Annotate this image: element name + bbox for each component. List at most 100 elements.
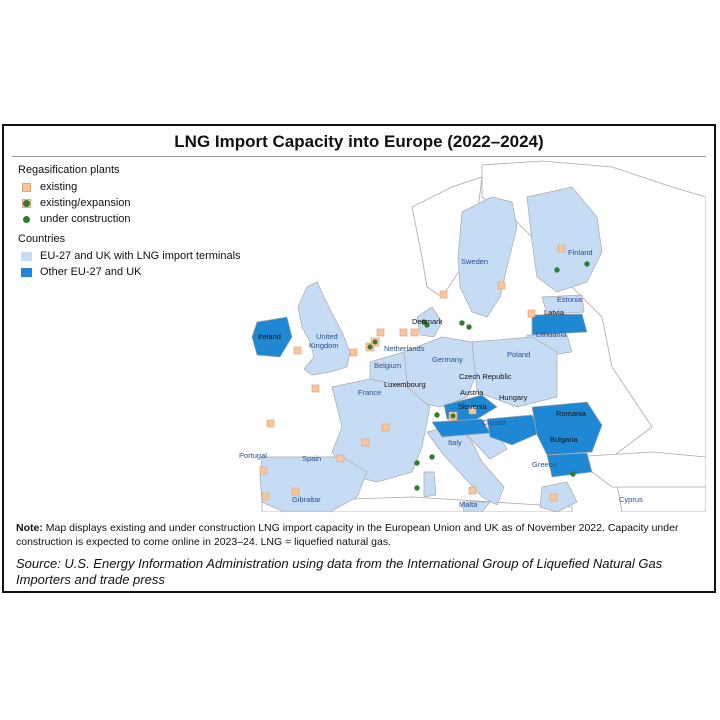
label-luxembourg: Luxembourg bbox=[384, 380, 426, 389]
title-divider bbox=[12, 156, 706, 157]
label-greece: Greece bbox=[532, 460, 557, 469]
label-italy: Italy bbox=[448, 438, 462, 447]
existing-square-icon bbox=[21, 182, 31, 192]
terminal-existing bbox=[291, 487, 300, 496]
terminal-existing bbox=[376, 328, 385, 337]
construction-terminals bbox=[414, 261, 590, 491]
terminal-existing bbox=[439, 290, 448, 299]
terminal-existing bbox=[468, 406, 477, 415]
romania-shape bbox=[531, 401, 603, 456]
label-latvia: Latvia bbox=[544, 308, 565, 317]
light-blue-swatch-icon bbox=[20, 251, 32, 261]
terminal-construction bbox=[570, 471, 576, 477]
terminal-existing bbox=[527, 309, 536, 318]
label-spain: Spain bbox=[302, 454, 321, 463]
terminal-construction bbox=[434, 412, 440, 418]
terminal-expansion-dot bbox=[367, 344, 373, 350]
legend-countries-heading: Countries bbox=[18, 233, 66, 245]
label-gibraltar: Gibraltar bbox=[292, 495, 321, 504]
label-poland: Poland bbox=[507, 350, 530, 359]
france-shape bbox=[331, 378, 431, 483]
label-uk-1: United bbox=[316, 332, 338, 341]
terminal-construction bbox=[459, 320, 465, 326]
label-slovenia: Slovenia bbox=[458, 402, 488, 411]
label-denmark: Denmark bbox=[412, 317, 443, 326]
terminal-existing bbox=[266, 419, 275, 428]
label-hungary: Hungary bbox=[499, 393, 528, 402]
terminal-existing bbox=[410, 328, 419, 337]
construction-dot-icon bbox=[22, 215, 30, 223]
terminal-existing bbox=[311, 384, 320, 393]
sardinia-corsica bbox=[423, 471, 437, 498]
terminal-existing bbox=[381, 423, 390, 432]
terminal-construction bbox=[414, 460, 420, 466]
legend-other: Other EU-27 and UK bbox=[18, 264, 241, 280]
label-romania: Romania bbox=[556, 409, 587, 418]
denmark-shape bbox=[416, 306, 443, 338]
label-cyprus: Cyprus bbox=[619, 495, 643, 504]
terminal-construction bbox=[584, 261, 590, 267]
legend-plants-heading: Regasification plants bbox=[18, 164, 120, 176]
label-uk-2: Kingdom bbox=[309, 341, 339, 350]
terminal-existing bbox=[293, 346, 302, 355]
hungary-shape bbox=[486, 414, 543, 446]
germany-shape bbox=[401, 336, 478, 408]
terminal-existing bbox=[549, 493, 558, 502]
dark-blue-swatch-icon bbox=[20, 267, 32, 277]
legend-construction: under construction bbox=[18, 211, 241, 227]
sicily bbox=[461, 501, 491, 512]
label-france: France bbox=[358, 388, 381, 397]
bulgaria-shape bbox=[546, 452, 593, 478]
label-portugal: Portugal bbox=[239, 451, 267, 460]
terminal-construction bbox=[414, 485, 420, 491]
terminal-existing bbox=[336, 454, 345, 463]
latvia-shape bbox=[531, 313, 588, 336]
terminal-existing bbox=[468, 486, 477, 495]
label-lithuania: Lithuania bbox=[536, 330, 567, 339]
legend-expansion: existing/expansion bbox=[18, 195, 241, 211]
figure-frame: LNG Import Capacity into Europe (2022–20… bbox=[2, 124, 716, 593]
map-legend: Regasification plants existing existing/… bbox=[18, 164, 241, 280]
terminal-existing bbox=[557, 244, 566, 253]
label-czech: Czech Republic bbox=[459, 372, 512, 381]
expansion-square-icon bbox=[21, 198, 31, 208]
greece-shape bbox=[539, 481, 578, 512]
terminal-existing bbox=[399, 328, 408, 337]
label-finland: Finland bbox=[568, 248, 593, 257]
label-germany: Germany bbox=[432, 355, 463, 364]
label-bulgaria: Bulgaria bbox=[550, 435, 578, 444]
map-note: Note: Map displays existing and under co… bbox=[16, 522, 679, 548]
label-austria: Austria bbox=[460, 388, 484, 397]
non-eu-land bbox=[261, 160, 706, 512]
label-ireland: Ireland bbox=[258, 332, 281, 341]
label-malta: Malta bbox=[459, 500, 478, 509]
existing-terminals bbox=[259, 244, 566, 502]
country-labels: Ireland United Kingdom Netherlands Belgi… bbox=[239, 248, 643, 509]
map-title: LNG Import Capacity into Europe (2022–20… bbox=[174, 132, 544, 151]
label-belgium: Belgium bbox=[374, 361, 401, 370]
legend-with-terminals: EU-27 and UK with LNG import terminals bbox=[18, 248, 241, 264]
label-netherlands: Netherlands bbox=[384, 344, 425, 353]
legend-existing: existing bbox=[18, 179, 241, 195]
terminal-construction bbox=[554, 267, 560, 273]
terminal-existing bbox=[361, 438, 370, 447]
terminal-existing bbox=[349, 348, 358, 357]
ireland-shape bbox=[251, 316, 293, 358]
finland-shape bbox=[526, 186, 603, 293]
terminal-construction bbox=[466, 324, 472, 330]
europe-map: Ireland United Kingdom Netherlands Belgi… bbox=[239, 160, 706, 512]
terminal-construction bbox=[424, 322, 430, 328]
map-source: Source: U.S. Energy Information Administ… bbox=[16, 556, 663, 587]
terminal-existing bbox=[497, 281, 506, 290]
poland-shape bbox=[471, 336, 558, 408]
terminal-expansion-dot bbox=[372, 339, 378, 345]
estonia-shape bbox=[541, 294, 585, 315]
terminal-expansion-dot bbox=[450, 413, 456, 419]
label-sweden: Sweden bbox=[461, 257, 488, 266]
iberia-shape bbox=[259, 456, 368, 512]
terminal-construction bbox=[429, 454, 435, 460]
expansion-dots bbox=[367, 339, 456, 419]
label-croatia: Croatia bbox=[482, 418, 507, 427]
uk-shape bbox=[297, 281, 351, 376]
label-estonia: Estonia bbox=[557, 295, 583, 304]
